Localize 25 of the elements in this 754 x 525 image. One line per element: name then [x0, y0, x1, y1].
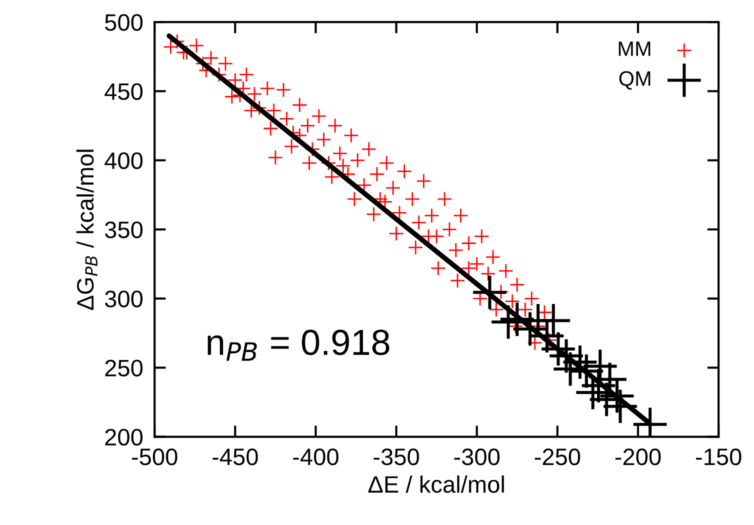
y-tick-label: 250 — [105, 360, 143, 376]
legend-label: QM — [619, 71, 650, 90]
x-tick-label: -250 — [534, 448, 580, 466]
point — [563, 345, 597, 379]
x-axis-title: ΔE / kcal/mol — [368, 475, 504, 493]
point — [542, 332, 575, 366]
x-tick-label: -300 — [454, 448, 500, 466]
y-tick-label: 500 — [105, 14, 143, 31]
y-tick-label: 400 — [104, 152, 143, 170]
point — [600, 379, 634, 413]
x-tick-label: -400 — [293, 448, 338, 466]
y-tick-label: 350 — [104, 221, 143, 238]
y-tick-label: 200 — [105, 428, 143, 446]
x-tick-label: -150 — [696, 448, 742, 466]
y-tick-label: 450 — [104, 83, 143, 100]
point — [604, 390, 637, 424]
y-tick-label: 300 — [104, 290, 143, 308]
legend-label: MM — [618, 42, 650, 56]
x-tick-label: -200 — [615, 448, 661, 466]
x-tick-label: -450 — [212, 448, 258, 466]
x-tick-label: -350 — [374, 448, 419, 466]
x-tick-label: -500 — [132, 448, 178, 466]
point — [473, 276, 506, 309]
annotation: n$_{PB}$ = 0.918 — [208, 330, 390, 361]
y-axis-title: ΔG$_{PB}$ / kcal/mol — [76, 150, 98, 310]
